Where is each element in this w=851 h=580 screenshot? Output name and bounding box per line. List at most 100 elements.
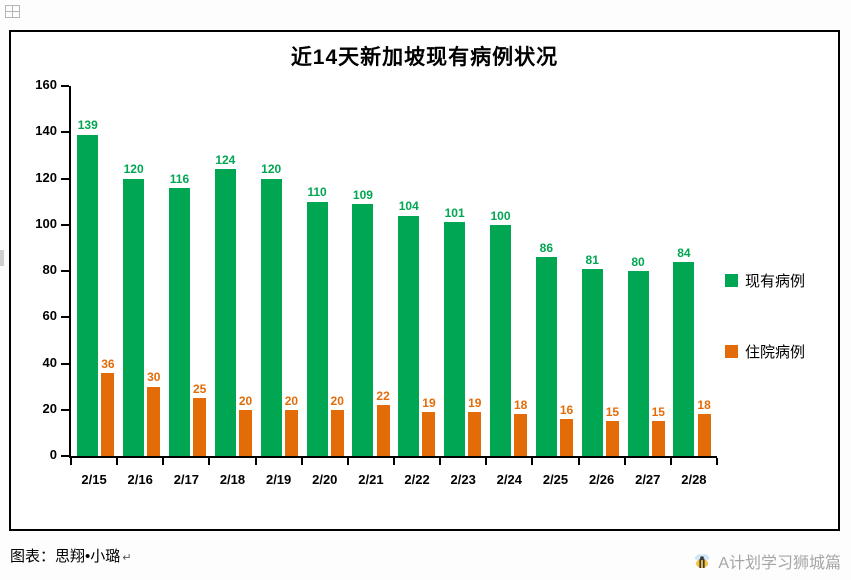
- bar-住院病例-2/23: [468, 412, 482, 456]
- y-tick-label: 140: [35, 123, 57, 139]
- value-label-住院病例-2/27: 15: [651, 405, 665, 420]
- bar-现有病例-2/21: [352, 203, 374, 456]
- y-tick-mark: [61, 455, 69, 457]
- x-label-2/17: 2/17: [173, 472, 199, 487]
- x-tick-mark: [531, 458, 534, 465]
- bar-wrap: 36: [101, 356, 115, 456]
- x-label-2/24: 2/24: [496, 472, 522, 487]
- value-label-现有病例-2/25: 86: [539, 240, 554, 255]
- bar-wrap: 120: [123, 162, 145, 456]
- x-tick-mark: [70, 458, 72, 465]
- value-label-住院病例-2/22: 19: [422, 395, 436, 410]
- bar-住院病例-2/15: [101, 372, 115, 456]
- x-label-2/26: 2/26: [588, 472, 615, 487]
- chart-card: 近14天新加坡现有病例状况 0 20 40 60 80 100 120 140 160 139 3…: [9, 30, 840, 531]
- y-tick-mark: [61, 270, 69, 272]
- x-tick-mark: [116, 458, 119, 465]
- bar-住院病例-2/24: [514, 414, 528, 456]
- y-tick-mark: [61, 223, 69, 226]
- bar-wrap: 20: [330, 394, 344, 456]
- bar-住院病例-2/16: [147, 386, 161, 456]
- bar-wrap: 25: [192, 382, 207, 456]
- value-label-现有病例-2/21: 109: [352, 187, 373, 202]
- y-tick-label: 20: [42, 400, 57, 416]
- bar-wrap: 19: [468, 395, 482, 456]
- x-tick-mark: [669, 458, 672, 465]
- bar-wrap: 18: [697, 398, 711, 456]
- y-tick-label: 80: [42, 262, 57, 277]
- legend-swatch: [725, 345, 738, 358]
- bar-group-2/27: 80 15: [623, 254, 669, 456]
- value-label-住院病例-2/28: 18: [697, 398, 711, 413]
- bar-现有病例-2/26: [581, 268, 603, 456]
- bar-wrap: 22: [376, 389, 390, 456]
- x-tick-mark: [208, 458, 211, 465]
- paragraph-mark-icon: ↵: [122, 552, 132, 564]
- bar-住院病例-2/28: [697, 414, 711, 456]
- x-label-2/22: 2/22: [404, 472, 430, 487]
- value-label-住院病例-2/24: 18: [513, 398, 528, 413]
- bar-住院病例-2/26: [605, 421, 619, 456]
- bar-wrap: 116: [168, 172, 190, 456]
- bar-group-2/25: 86 16: [532, 240, 578, 456]
- x-label-2/18: 2/18: [219, 472, 246, 487]
- bar-group-2/15: 139 36: [73, 119, 119, 456]
- bar-wrap: 109: [352, 187, 374, 456]
- value-label-现有病例-2/24: 100: [490, 208, 511, 223]
- bar-现有病例-2/28: [673, 261, 695, 456]
- x-label-2/16: 2/16: [127, 472, 153, 487]
- legend-item-现有病例: 现有病例: [725, 270, 805, 291]
- chart-title: 近14天新加坡现有病例状况: [290, 46, 559, 69]
- value-label-住院病例-2/19: 20: [284, 393, 299, 408]
- edge-artifact: [0, 250, 4, 266]
- value-label-现有病例-2/26: 81: [585, 252, 599, 267]
- bar-wrap: 104: [398, 200, 420, 456]
- x-label-2/27: 2/27: [635, 472, 661, 487]
- bar-wrap: 18: [513, 398, 528, 456]
- x-tick-mark: [393, 458, 395, 465]
- bar-wrap: 16: [559, 402, 574, 456]
- bar-group-2/18: 124 20: [211, 153, 257, 456]
- value-label-住院病例-2/25: 16: [559, 402, 574, 417]
- bar-group-2/26: 81 15: [577, 252, 623, 456]
- bar-住院病例-2/25: [560, 419, 574, 456]
- bar-现有病例-2/20: [306, 201, 328, 456]
- value-label-现有病例-2/19: 120: [261, 162, 282, 177]
- bar-住院病例-2/27: [651, 421, 665, 456]
- y-tick-label: 0: [49, 447, 57, 462]
- bar-wrap: 84: [673, 246, 695, 456]
- bar-现有病例-2/19: [260, 178, 282, 456]
- bar-group-2/19: 120 20: [256, 163, 302, 456]
- bar-住院病例-2/20: [330, 409, 344, 456]
- x-label-2/15: 2/15: [81, 472, 107, 487]
- bar-现有病例-2/24: [489, 224, 511, 456]
- bars: 139 36 120 30 116 25 124 20 120 20 110 20 109 22 104 19…: [71, 86, 717, 456]
- value-label-现有病例-2/18: 124: [215, 153, 236, 168]
- bar-现有病例-2/23: [444, 222, 466, 456]
- bar-wrap: 139: [77, 119, 99, 456]
- bar-wrap: 20: [284, 393, 299, 456]
- bar-group-2/28: 84 18: [669, 246, 715, 456]
- y-tick-mark: [61, 131, 69, 134]
- value-label-住院病例-2/23: 19: [468, 395, 482, 410]
- value-label-住院病例-2/15: 36: [101, 356, 115, 371]
- value-label-现有病例-2/27: 80: [631, 254, 645, 269]
- bar-group-2/21: 109 22: [348, 187, 394, 456]
- value-label-现有病例-2/16: 120: [123, 162, 144, 177]
- bar-住院病例-2/21: [376, 405, 390, 456]
- x-tick-mark: [623, 458, 626, 465]
- bar-现有病例-2/16: [123, 178, 145, 456]
- bar-group-2/20: 110 20: [302, 186, 348, 456]
- bar-group-2/22: 104 19: [394, 200, 440, 456]
- bar-wrap: 30: [147, 371, 160, 456]
- x-label-2/25: 2/25: [542, 472, 569, 487]
- x-label-2/19: 2/19: [265, 472, 292, 487]
- value-label-住院病例-2/17: 25: [192, 382, 207, 396]
- bar-wrap: 15: [651, 405, 665, 456]
- x-tick-mark: [300, 458, 303, 465]
- bar-wrap: 81: [581, 252, 603, 456]
- y-tick-mark: [61, 316, 69, 319]
- watermark: A计划学习狮城篇: [692, 549, 841, 573]
- value-label-住院病例-2/16: 30: [147, 370, 161, 385]
- bar-wrap: 100: [489, 208, 511, 456]
